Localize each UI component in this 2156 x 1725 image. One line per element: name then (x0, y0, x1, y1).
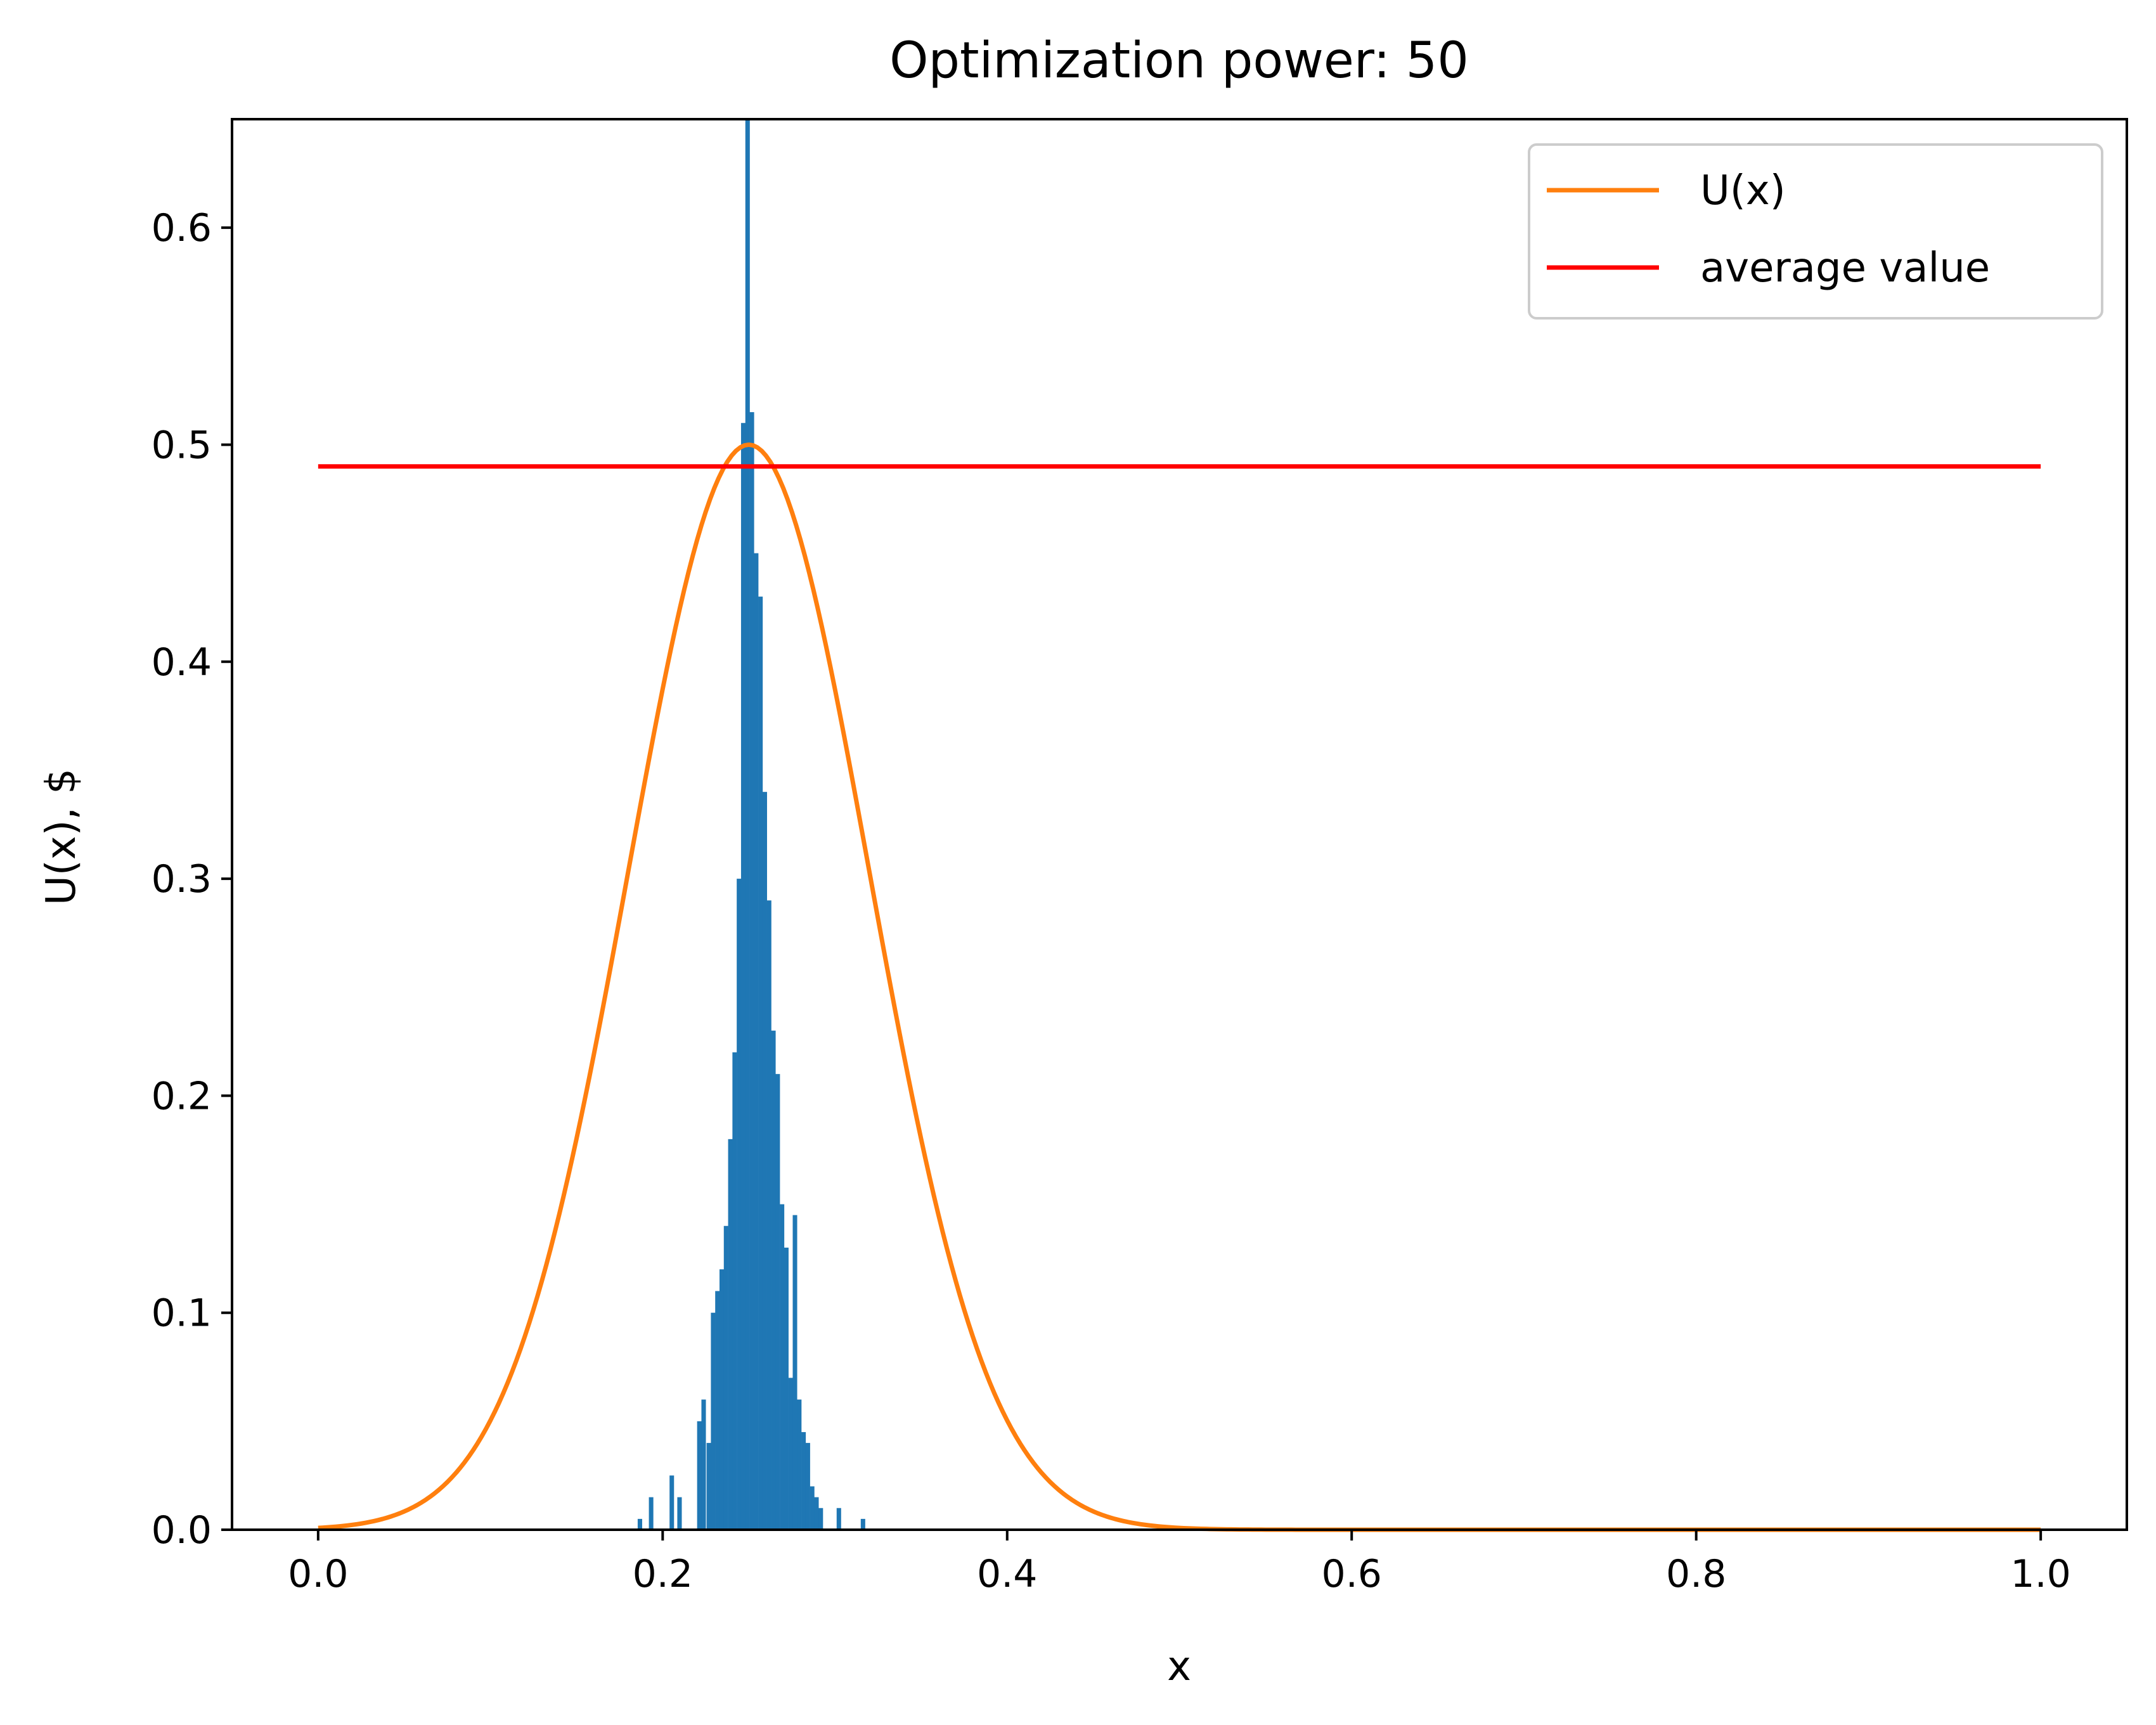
x-tick-label: 0.0 (288, 1552, 348, 1596)
histogram-bar (766, 900, 771, 1530)
x-tick-label: 0.8 (1666, 1552, 1726, 1596)
histogram-bar (780, 1204, 785, 1530)
histogram-bar (649, 1497, 654, 1530)
x-tick-label: 0.4 (977, 1552, 1037, 1596)
histogram-bar (818, 1508, 823, 1530)
y-tick-label: 0.0 (152, 1508, 212, 1553)
histogram-bar (784, 1248, 789, 1530)
histogram-bar (762, 792, 767, 1530)
histogram-bar (669, 1475, 675, 1530)
plot-background (232, 119, 2127, 1530)
histogram-bar (814, 1497, 819, 1530)
histogram-bar (758, 597, 763, 1530)
histogram-bar (775, 1074, 780, 1530)
histogram-bar (728, 1139, 733, 1530)
x-tick-label: 0.2 (633, 1552, 693, 1596)
y-tick-label: 0.5 (152, 423, 212, 467)
y-tick-label: 0.2 (152, 1074, 212, 1118)
histogram-bar (715, 1291, 720, 1530)
histogram-bar (732, 1052, 737, 1530)
y-tick-label: 0.6 (152, 206, 212, 250)
histogram-bar (711, 1312, 716, 1530)
legend: U(x) average value (1528, 143, 2103, 320)
histogram-bar (740, 423, 746, 1530)
histogram-bar (745, 119, 750, 1530)
axes-spines (231, 118, 2128, 1531)
histogram-bar (788, 1378, 793, 1530)
y-tick-label: 0.4 (152, 640, 212, 685)
y-tick-label: 0.3 (152, 857, 212, 901)
histogram-bar (836, 1508, 841, 1530)
histogram-bar (792, 1215, 797, 1530)
histogram-bar (723, 1225, 728, 1530)
histogram-bar (797, 1399, 802, 1530)
legend-box (1528, 143, 2103, 320)
y-axis-ticks: 0.0 0.1 0.2 0.3 0.4 0.5 0.6 (152, 206, 232, 1553)
histogram-bar (706, 1443, 711, 1530)
x-axis-label: x (1167, 1643, 1191, 1690)
histogram-bar (749, 412, 754, 1530)
histogram-bar (637, 1518, 642, 1530)
axes-frame (231, 118, 2128, 1531)
x-axis-ticks: 0.0 0.2 0.4 0.6 0.8 1.0 (288, 1530, 2071, 1596)
histogram-bar (737, 879, 742, 1530)
x-tick-label: 0.6 (1322, 1552, 1382, 1596)
legend-label: U(x) (1700, 167, 1786, 214)
histogram-series (637, 119, 865, 1530)
legend-label: average value (1700, 245, 1990, 292)
y-tick-label: 0.1 (152, 1291, 212, 1336)
histogram-bar (677, 1497, 682, 1530)
histogram-bar (801, 1431, 806, 1530)
histogram-bar (701, 1399, 706, 1530)
plot-area (232, 119, 2127, 1530)
histogram-bar (810, 1486, 815, 1530)
y-axis-label: U(x), $ (38, 768, 85, 905)
histogram-bar (697, 1421, 702, 1530)
x-tick-label: 1.0 (2010, 1552, 2070, 1596)
chart-title: Optimization power: 50 (889, 32, 1469, 89)
histogram-bar (860, 1518, 865, 1530)
histogram-bar (805, 1443, 810, 1530)
histogram-bar (719, 1269, 725, 1530)
histogram-bar (771, 1030, 776, 1530)
histogram-bar (754, 553, 759, 1530)
